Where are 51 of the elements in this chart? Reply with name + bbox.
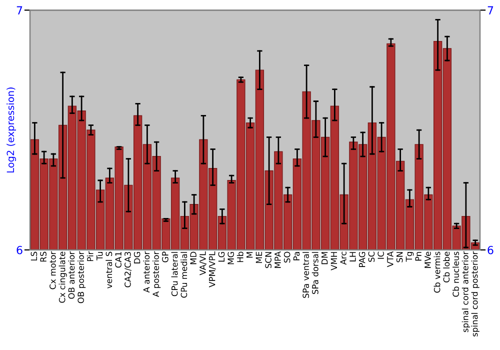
x-tick-label: PAG [358, 252, 366, 267]
x-tick-label: spinal cord anterior [462, 251, 470, 332]
y2-tick-label: 7 [488, 6, 494, 14]
x-tick-label: SPa dorsal [312, 252, 318, 294]
x-tick-label: Pa [293, 252, 300, 260]
x-tick-label: OB anterior [68, 251, 75, 299]
x-tick-label: Cb nucleus [452, 252, 459, 297]
x-tick-label: CPu lateral [171, 252, 178, 296]
x-tick-label: VA/VL [200, 251, 207, 276]
x-tick-label: Tu [96, 252, 103, 260]
x-tick-label: A anterior [143, 251, 150, 293]
x-tick-label: Arc [340, 252, 346, 265]
x-tick-label: IC [378, 252, 384, 259]
x-tick-label: MPA [274, 251, 281, 268]
x-tick-label: CPu medial [180, 252, 188, 298]
x-tick-label: Cx cingulate [58, 252, 67, 303]
x-tick-label: SPa ventral [302, 252, 309, 298]
x-tick-label: GP [162, 252, 168, 262]
y-axis-title: Log2 (expression) [6, 88, 16, 172]
x-tick-label: SN [396, 252, 403, 262]
x-tick-label: CA1 [115, 252, 122, 268]
x-tick-label: spinal cord posterior [471, 251, 480, 336]
x-tick-label: Hb [236, 252, 244, 262]
x-tick-label: ventral S [106, 252, 112, 288]
x-tick-label: Tg [406, 252, 414, 262]
x-tick-label: VPM/VPL [209, 251, 216, 288]
x-tick-label: ME [256, 252, 262, 263]
x-tick-label: MVe [424, 252, 431, 268]
x-tick-label: SC [368, 252, 375, 262]
x-tick-label: Cx motor [50, 251, 56, 290]
x-tick-label: Cb lobe [443, 252, 450, 282]
x-tick-label: DM [322, 252, 328, 264]
x-tick-label: LS [30, 252, 38, 260]
x-tick-label: DG [134, 252, 140, 264]
x-tick-label: LH [350, 252, 356, 262]
x-tick-label: RS [40, 252, 46, 262]
x-tick-label: MD [190, 252, 196, 264]
x-tick-label: Pir [86, 251, 94, 262]
x-tick-label: A posterior [152, 251, 161, 297]
x-tick-label: VTA [387, 251, 394, 268]
x-tick-label: Cb vermis [434, 252, 440, 293]
x-tick-label: SCN [265, 252, 272, 268]
x-tick-label: SO [284, 252, 290, 263]
x-tick-label: LG [218, 252, 225, 262]
x-tick-label: MG [228, 252, 234, 264]
x-tick-label: VMH [330, 252, 337, 270]
x-tick-label: OB posterior [78, 251, 86, 304]
x-tick-label: M [246, 252, 253, 258]
x-tick-label: Pn [415, 252, 422, 261]
y2-tick-label: 6 [488, 246, 494, 254]
x-tick-label: CA2/CA3 [124, 252, 132, 288]
